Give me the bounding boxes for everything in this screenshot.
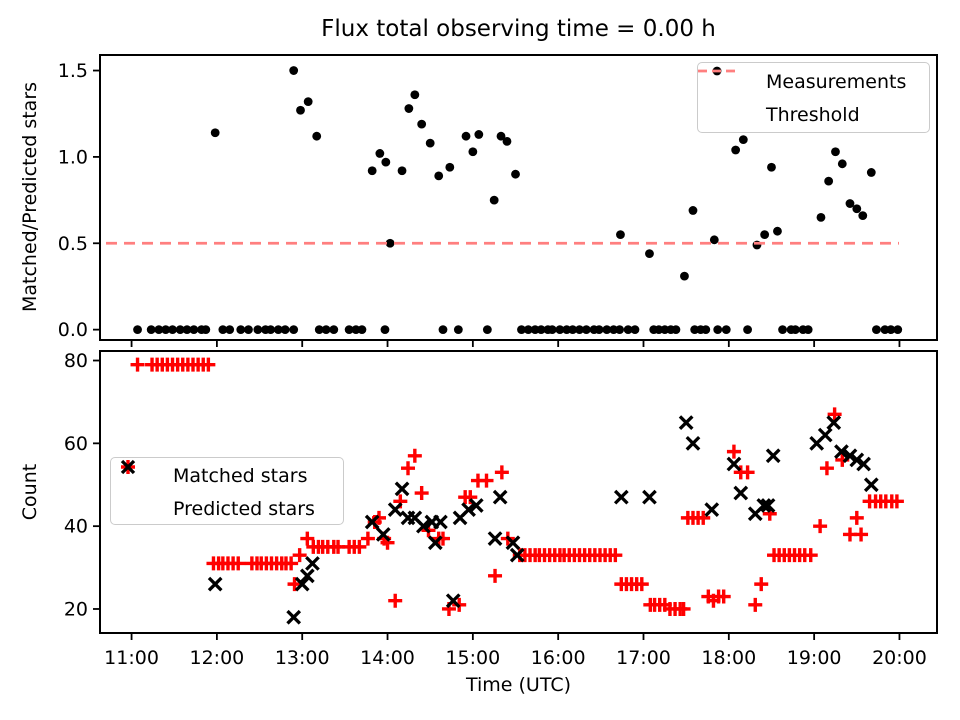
legend-entry-matched-stars: Matched stars <box>121 459 343 492</box>
legend-entry-measurements: Measurements <box>710 65 929 98</box>
top-plot-spines <box>99 54 938 341</box>
legend-top-plot: Measurements Threshold <box>697 62 930 133</box>
top-y-axis-label: Matched/Predicted stars <box>19 81 41 313</box>
x-tick-label: 13:00 <box>275 647 330 669</box>
legend-label: Threshold <box>766 103 860 126</box>
x-tick-label: 11:00 <box>104 647 159 669</box>
y-tick-label: 1.5 <box>58 60 88 82</box>
x-tick-label: 15:00 <box>445 647 500 669</box>
x-axis-label: Time (UTC) <box>465 674 572 696</box>
top-plot-series-dot <box>133 66 903 335</box>
legend-entry-predicted-stars: Predicted stars <box>120 459 343 525</box>
x-tick-label: 19:00 <box>787 647 842 669</box>
top-plot: 0.0 0.5 1.0 1.5 <box>58 54 938 347</box>
x-tick-label: 16:00 <box>531 647 586 669</box>
y-tick-label: 60 <box>64 433 88 455</box>
y-tick-label: 0.5 <box>58 233 88 255</box>
x-tick-label: 20:00 <box>872 647 927 669</box>
bottom-plot-series-plus <box>130 357 904 616</box>
bottom-plot-series-x <box>207 415 879 625</box>
y-tick-label: 80 <box>64 350 88 372</box>
x-tick-label: 12:00 <box>190 647 245 669</box>
legend-label: Predicted stars <box>173 497 315 520</box>
y-tick-label: 40 <box>64 516 88 538</box>
y-tick-label: 0.0 <box>58 319 88 341</box>
y-tick-label: 1.0 <box>58 146 88 168</box>
legend-bottom-plot: Matched stars Predicted stars <box>110 457 344 525</box>
x-tick-label: 17:00 <box>616 647 671 669</box>
bottom-plot: 11:00 12:00 13:00 14:00 15:00 16:00 17:00 18:00… <box>64 350 938 669</box>
bottom-plot-spines <box>99 350 938 634</box>
figure-title: Flux total observing time = 0.00 h <box>321 16 716 42</box>
x-tick-label: 14:00 <box>360 647 415 669</box>
legend-label: Measurements <box>766 70 907 93</box>
y-tick-label: 20 <box>64 598 88 620</box>
bottom-y-axis-label: Count <box>19 463 41 521</box>
legend-label: Matched stars <box>173 464 308 487</box>
x-tick-label: 18:00 <box>701 647 756 669</box>
legend-entry-threshold: Threshold <box>698 69 929 131</box>
